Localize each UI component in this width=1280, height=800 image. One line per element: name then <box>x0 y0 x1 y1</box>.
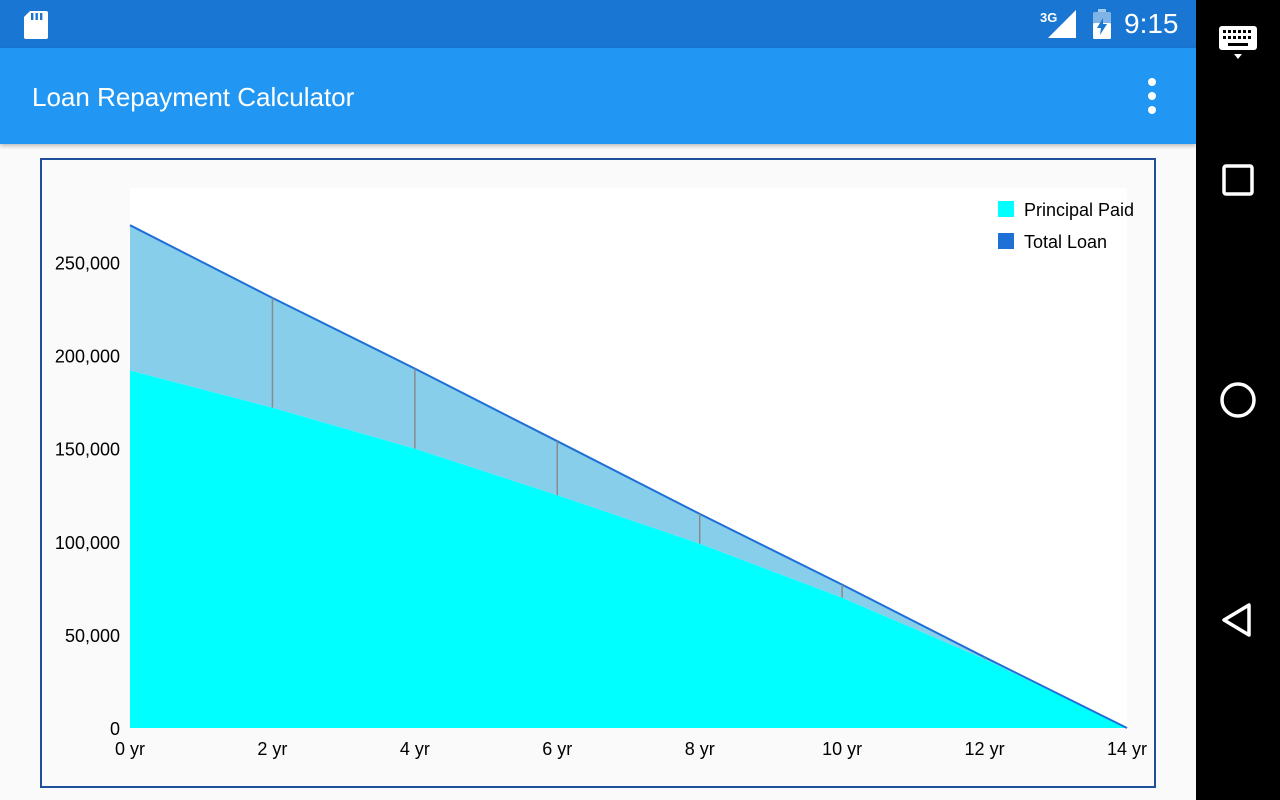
x-tick-label: 10 yr <box>822 739 862 759</box>
signal-3g-icon: 3G <box>1040 8 1080 45</box>
chart-frame: 0 yr 2 yr 4 yr 6 yr 8 yr 10 yr 12 yr 14 yr 0 50,… <box>40 158 1156 788</box>
total-loan-line <box>129 224 1128 729</box>
overflow-menu-button[interactable] <box>1136 76 1168 116</box>
navigation-bar <box>1196 0 1280 800</box>
app-bar: Loan Repayment Calculator <box>0 48 1196 144</box>
legend-label-principal-paid: Principal Paid <box>1024 200 1134 220</box>
sd-card-icon <box>24 11 48 39</box>
status-time: 9:15 <box>1124 8 1179 39</box>
x-tick-label: 0 yr <box>115 739 145 759</box>
y-tick-label: 0 <box>110 719 120 739</box>
y-tick-label: 100,000 <box>55 533 120 553</box>
status-bar: 3G 9:15 <box>0 0 1196 48</box>
overflow-menu-icon <box>1148 78 1156 114</box>
x-tick-label: 4 yr <box>400 739 430 759</box>
principal-paid-area <box>130 370 1127 728</box>
y-tick-label: 150,000 <box>55 440 120 460</box>
x-tick-label: 2 yr <box>257 739 287 759</box>
loan-chart: 0 yr 2 yr 4 yr 6 yr 8 yr 10 yr 12 yr 14 yr 0 50,… <box>55 188 1147 759</box>
legend-swatch-principal-paid <box>998 201 1014 217</box>
x-tick-label: 6 yr <box>542 739 572 759</box>
recents-icon <box>1222 164 1254 196</box>
keyboard-icon <box>1219 26 1257 59</box>
y-tick-label: 250,000 <box>55 253 120 273</box>
home-button[interactable] <box>1214 376 1262 424</box>
legend-swatch-total-loan <box>998 233 1014 249</box>
x-tick-label: 14 yr <box>1107 739 1147 759</box>
back-button[interactable] <box>1214 596 1262 644</box>
home-icon <box>1220 382 1256 418</box>
x-tick-label: 8 yr <box>685 739 715 759</box>
y-tick-label: 200,000 <box>55 347 120 367</box>
network-type: 3G <box>1040 10 1057 25</box>
x-tick-label: 12 yr <box>965 739 1005 759</box>
keyboard-button[interactable] <box>1214 16 1262 64</box>
back-icon <box>1222 603 1251 637</box>
battery-charging-icon <box>1093 9 1111 39</box>
legend-label-total-loan: Total Loan <box>1024 232 1107 252</box>
recents-button[interactable] <box>1214 156 1262 204</box>
page-title: Loan Repayment Calculator <box>32 82 355 112</box>
y-tick-label: 50,000 <box>65 626 120 646</box>
